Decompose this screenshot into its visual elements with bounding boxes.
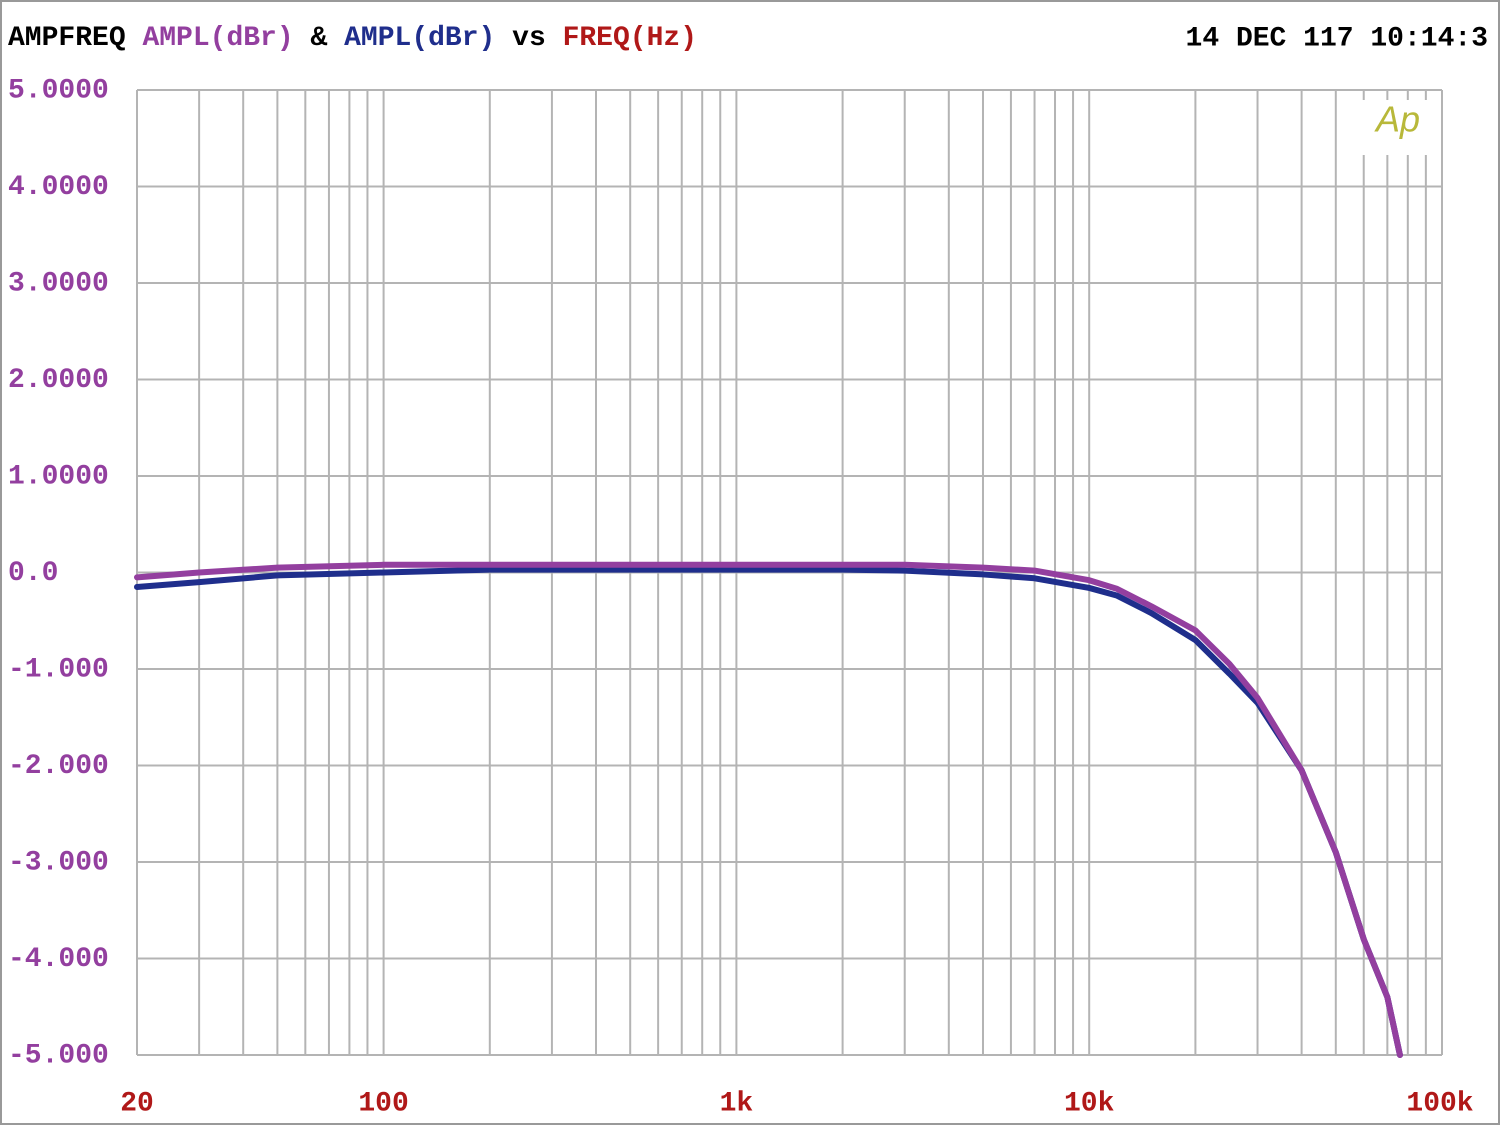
y-tick-label: 3.0000 bbox=[8, 268, 109, 299]
x-axis-label: FREQ(Hz) bbox=[563, 23, 697, 54]
timestamp: 14 DEC 117 10:14:3 bbox=[1186, 23, 1488, 54]
x-tick-label: 100k bbox=[1406, 1088, 1473, 1119]
title: AMPFREQ bbox=[8, 23, 126, 54]
y-tick-label: -2.000 bbox=[8, 751, 109, 782]
x-tick-label: 100 bbox=[358, 1088, 408, 1119]
header: AMPFREQ AMPL(dBr) & AMPL(dBr) vs FREQ(Hz… bbox=[8, 23, 697, 54]
x-tick-label: 20 bbox=[120, 1088, 154, 1119]
legend-entry: AMPL(dBr) bbox=[142, 23, 293, 54]
y-tick-label: 0.0 bbox=[8, 558, 58, 589]
legend-entry: AMPL(dBr) bbox=[344, 23, 495, 54]
y-tick-label: 2.0000 bbox=[8, 365, 109, 396]
logo-background bbox=[1362, 100, 1437, 155]
y-tick-label: 1.0000 bbox=[8, 461, 109, 492]
y-tick-label: -4.000 bbox=[8, 944, 109, 975]
series-line bbox=[134, 561, 1403, 1058]
y-tick-label: 4.0000 bbox=[8, 172, 109, 203]
x-tick-label: 1k bbox=[720, 1088, 754, 1119]
y-tick-label: 5.0000 bbox=[8, 75, 109, 106]
y-tick-label: -3.000 bbox=[8, 847, 109, 878]
y-tick-label: -1.000 bbox=[8, 654, 109, 685]
vs: vs bbox=[512, 23, 546, 54]
x-tick-label: 10k bbox=[1064, 1088, 1115, 1119]
joiner: & bbox=[310, 23, 327, 54]
logo: Ap bbox=[1374, 99, 1420, 140]
y-tick-label: -5.000 bbox=[8, 1040, 109, 1071]
